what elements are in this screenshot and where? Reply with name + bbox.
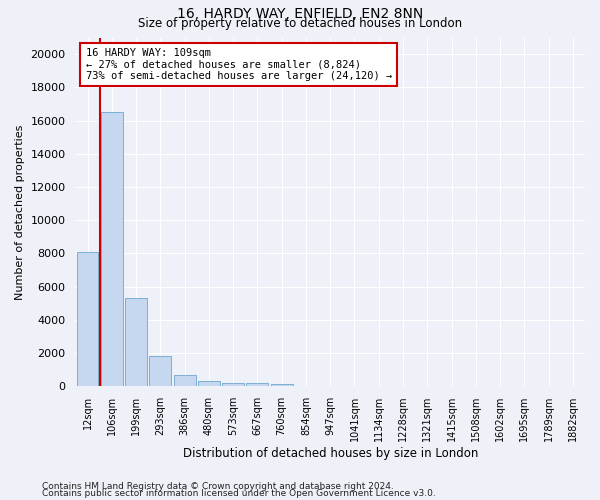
Bar	[77, 252, 98, 386]
Bar	[173, 374, 196, 386]
Bar	[222, 382, 244, 386]
Y-axis label: Number of detached properties: Number of detached properties	[15, 124, 25, 300]
Bar	[149, 356, 171, 386]
Text: 16 HARDY WAY: 109sqm
← 27% of detached houses are smaller (8,824)
73% of semi-de: 16 HARDY WAY: 109sqm ← 27% of detached h…	[86, 48, 392, 81]
Text: 16, HARDY WAY, ENFIELD, EN2 8NN: 16, HARDY WAY, ENFIELD, EN2 8NN	[177, 8, 423, 22]
Text: Contains public sector information licensed under the Open Government Licence v3: Contains public sector information licen…	[42, 489, 436, 498]
Bar	[101, 112, 123, 386]
Bar	[198, 381, 220, 386]
Bar	[247, 383, 268, 386]
Bar	[271, 384, 293, 386]
Text: Size of property relative to detached houses in London: Size of property relative to detached ho…	[138, 18, 462, 30]
X-axis label: Distribution of detached houses by size in London: Distribution of detached houses by size …	[182, 447, 478, 460]
Text: Contains HM Land Registry data © Crown copyright and database right 2024.: Contains HM Land Registry data © Crown c…	[42, 482, 394, 491]
Bar	[125, 298, 147, 386]
